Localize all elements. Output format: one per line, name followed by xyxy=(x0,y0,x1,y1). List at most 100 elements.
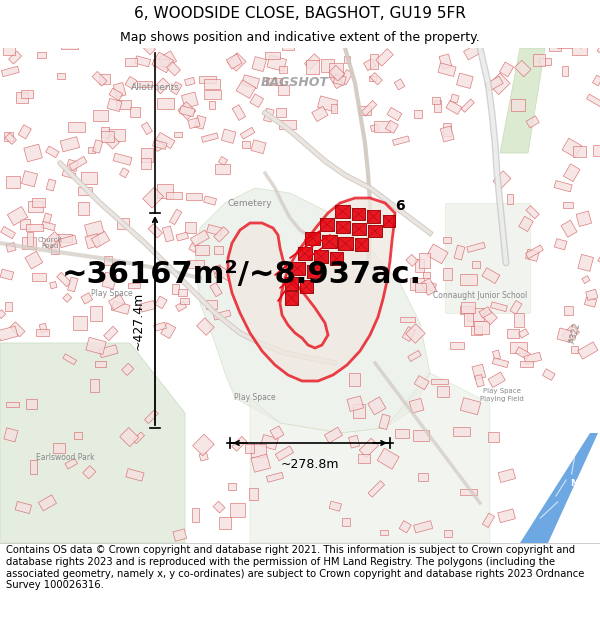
Bar xyxy=(10,322,25,337)
Bar xyxy=(63,293,72,302)
Bar xyxy=(92,110,108,121)
Bar xyxy=(38,495,56,511)
Bar xyxy=(562,138,582,158)
Bar xyxy=(572,42,587,55)
Bar xyxy=(187,261,204,268)
Bar xyxy=(368,397,386,415)
Bar xyxy=(61,38,77,49)
Bar xyxy=(30,460,37,474)
Bar xyxy=(454,245,465,260)
Bar xyxy=(153,59,169,66)
Bar xyxy=(189,242,199,252)
Polygon shape xyxy=(290,262,305,275)
Bar xyxy=(1,226,16,239)
Bar xyxy=(3,42,15,55)
Bar xyxy=(434,99,441,112)
Bar xyxy=(113,82,126,98)
Bar xyxy=(90,379,99,392)
Bar xyxy=(18,125,31,139)
Bar xyxy=(133,432,145,444)
Bar xyxy=(329,66,344,81)
Polygon shape xyxy=(355,238,368,251)
Bar xyxy=(142,122,152,134)
Bar xyxy=(251,140,266,154)
Bar xyxy=(461,302,475,313)
Bar xyxy=(263,108,274,122)
Bar xyxy=(52,240,59,254)
Bar xyxy=(577,36,589,48)
Bar xyxy=(278,85,289,95)
Bar xyxy=(232,105,245,121)
Bar xyxy=(104,134,119,149)
Bar xyxy=(186,193,202,201)
Bar xyxy=(199,76,216,83)
Bar xyxy=(452,427,470,436)
Bar xyxy=(304,54,320,69)
Bar xyxy=(107,98,122,111)
Bar xyxy=(39,323,47,333)
Bar xyxy=(427,244,448,264)
Bar xyxy=(266,78,282,86)
Bar xyxy=(460,398,481,415)
Bar xyxy=(4,132,13,141)
Bar xyxy=(578,254,593,271)
Polygon shape xyxy=(314,250,328,263)
Bar xyxy=(549,37,560,51)
Polygon shape xyxy=(0,343,185,543)
Bar xyxy=(482,268,500,284)
Bar xyxy=(205,89,221,99)
Bar xyxy=(0,326,18,341)
Bar xyxy=(557,328,572,342)
Bar xyxy=(90,306,102,321)
Bar xyxy=(215,164,230,174)
Bar xyxy=(83,466,96,479)
Bar xyxy=(413,521,433,533)
Bar xyxy=(130,107,140,117)
Bar xyxy=(81,172,97,184)
Bar xyxy=(109,88,122,101)
Bar xyxy=(325,428,343,443)
Bar xyxy=(520,361,533,367)
Bar xyxy=(406,254,418,266)
Text: Map shows position and indicative extent of the property.: Map shows position and indicative extent… xyxy=(120,31,480,44)
Polygon shape xyxy=(336,221,350,233)
Bar xyxy=(440,126,454,142)
Bar xyxy=(185,222,196,232)
Polygon shape xyxy=(228,198,395,381)
Bar xyxy=(387,107,402,121)
Polygon shape xyxy=(250,373,490,543)
Bar xyxy=(232,436,247,451)
Bar xyxy=(508,329,519,338)
Bar xyxy=(329,62,343,76)
Bar xyxy=(206,299,217,309)
Bar xyxy=(218,518,231,529)
Polygon shape xyxy=(352,208,365,220)
Bar xyxy=(7,206,28,226)
Bar xyxy=(415,259,424,272)
Bar xyxy=(119,168,129,177)
Bar xyxy=(15,501,32,514)
Bar xyxy=(178,289,187,296)
Bar xyxy=(341,518,350,526)
Bar xyxy=(109,129,125,141)
Bar xyxy=(60,137,80,152)
Bar xyxy=(511,99,526,111)
Bar xyxy=(597,41,600,56)
Polygon shape xyxy=(500,48,545,153)
Bar xyxy=(578,342,598,359)
Bar xyxy=(593,145,600,156)
Bar xyxy=(79,202,89,215)
Bar xyxy=(561,220,577,238)
Bar xyxy=(380,529,388,535)
Bar xyxy=(419,254,430,268)
Bar xyxy=(312,106,328,122)
Bar xyxy=(376,49,393,66)
Bar xyxy=(563,202,573,208)
Bar xyxy=(402,327,416,341)
Bar xyxy=(172,284,179,294)
Bar xyxy=(491,302,508,312)
Bar xyxy=(369,76,376,81)
Bar xyxy=(68,122,85,132)
Bar xyxy=(340,69,353,85)
Text: Connaught Junior School: Connaught Junior School xyxy=(433,291,527,299)
